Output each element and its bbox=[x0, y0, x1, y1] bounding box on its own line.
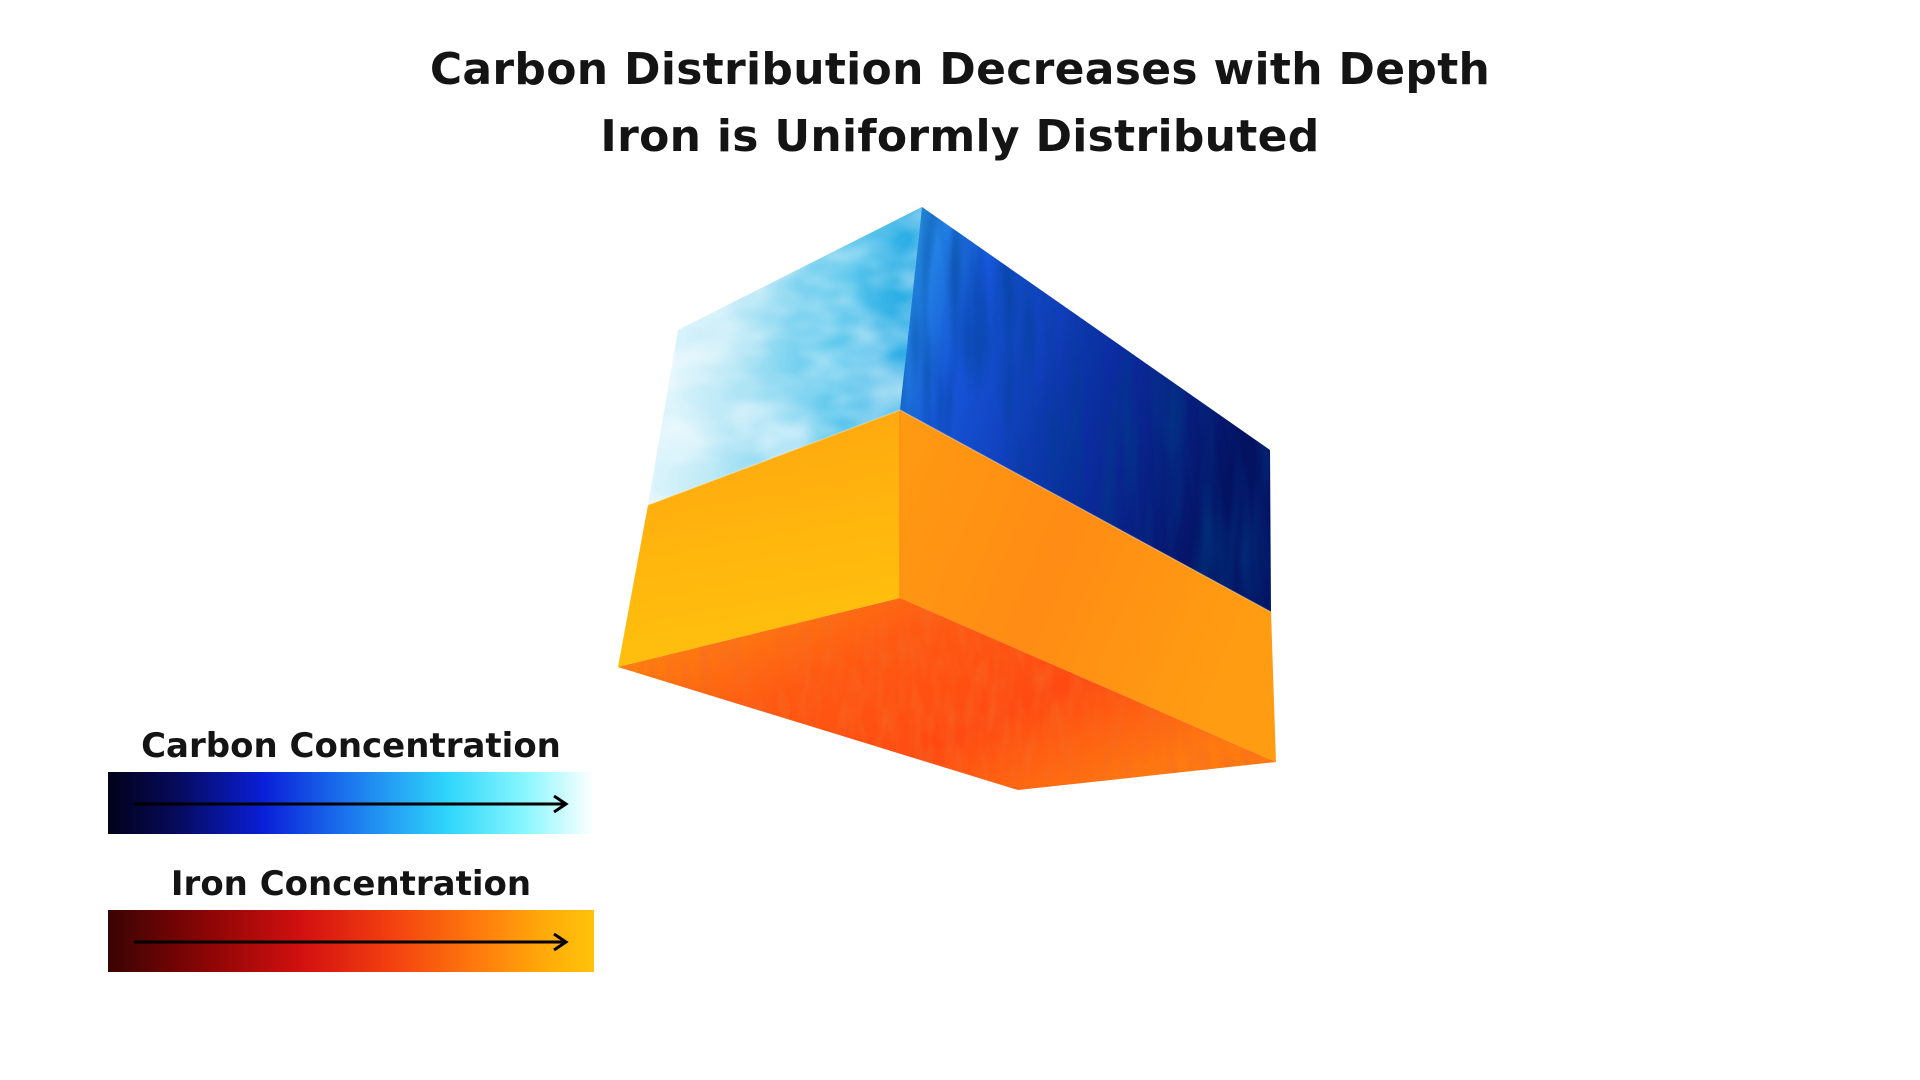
slide-title-line-2: Iron is Uniformly Distributed bbox=[600, 111, 1320, 162]
iron-side-face bbox=[900, 410, 1276, 762]
iron-colorbar bbox=[108, 910, 594, 972]
carbon-increase-arrow-icon bbox=[134, 794, 569, 814]
slide-title-line-1: Carbon Distribution Decreases with Depth bbox=[429, 44, 1491, 95]
carbon-colorbar bbox=[108, 772, 594, 834]
iron-legend-label: Iron Concentration bbox=[170, 864, 532, 904]
carbon-legend-label: Carbon Concentration bbox=[141, 726, 561, 766]
iron-front-face bbox=[618, 410, 900, 667]
iron-increase-arrow-icon bbox=[134, 932, 569, 952]
